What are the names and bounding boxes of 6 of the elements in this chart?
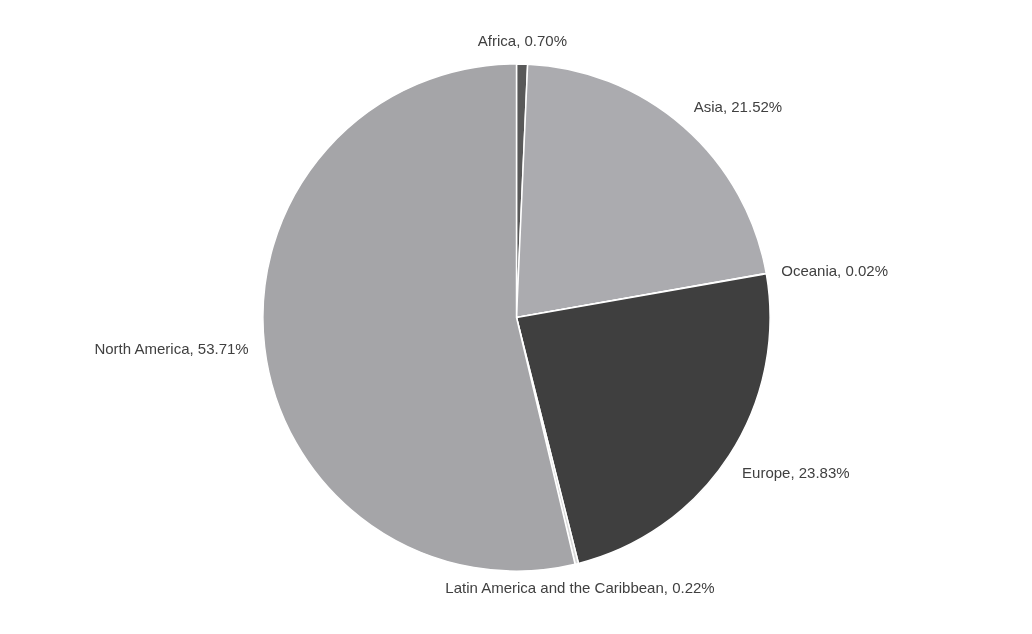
- slice-label: Latin America and the Caribbean, 0.22%: [445, 578, 715, 596]
- slice-label: Oceania, 0.02%: [781, 262, 888, 280]
- slice-label: North America, 53.71%: [94, 340, 249, 358]
- slice-label: Asia, 21.52%: [693, 98, 783, 116]
- slice-label: Africa, 0.70%: [477, 31, 568, 49]
- slice-label: Europe, 23.83%: [742, 463, 850, 481]
